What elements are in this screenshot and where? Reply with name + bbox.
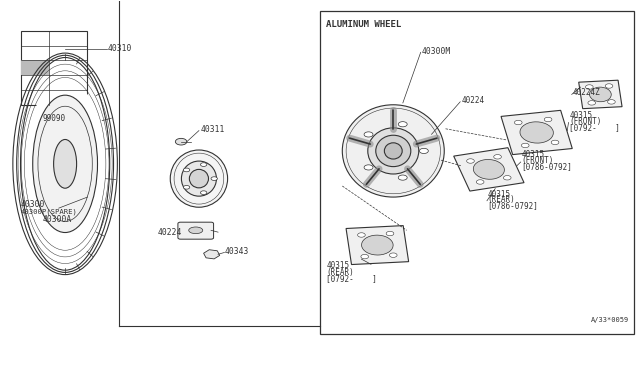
Circle shape xyxy=(386,231,394,236)
Circle shape xyxy=(175,138,187,145)
Ellipse shape xyxy=(362,235,393,255)
Circle shape xyxy=(398,175,407,180)
Text: 40343: 40343 xyxy=(225,247,249,256)
Circle shape xyxy=(605,84,613,88)
Polygon shape xyxy=(346,225,408,264)
Circle shape xyxy=(467,159,474,163)
Ellipse shape xyxy=(189,169,209,188)
Circle shape xyxy=(200,191,207,195)
Circle shape xyxy=(184,186,189,189)
Ellipse shape xyxy=(368,128,419,174)
Circle shape xyxy=(211,177,218,180)
Circle shape xyxy=(607,100,615,104)
Circle shape xyxy=(361,254,369,259)
Text: [0786-0792]: [0786-0792] xyxy=(522,162,572,171)
Text: 40310: 40310 xyxy=(108,44,132,53)
Text: (REAR): (REAR) xyxy=(326,268,354,277)
Circle shape xyxy=(551,140,559,145)
Ellipse shape xyxy=(474,160,504,179)
Ellipse shape xyxy=(342,105,444,197)
Bar xyxy=(320,11,634,334)
Text: [0792-    ]: [0792- ] xyxy=(326,275,377,283)
Circle shape xyxy=(493,155,501,159)
Text: 40300A: 40300A xyxy=(43,215,72,224)
Text: 40224: 40224 xyxy=(461,96,484,105)
Circle shape xyxy=(522,143,529,148)
Circle shape xyxy=(390,253,397,257)
Polygon shape xyxy=(579,80,622,109)
Ellipse shape xyxy=(54,140,77,188)
Circle shape xyxy=(586,85,593,89)
Circle shape xyxy=(364,132,373,137)
FancyBboxPatch shape xyxy=(178,222,214,239)
Text: 40224: 40224 xyxy=(157,228,182,237)
Circle shape xyxy=(588,101,596,105)
Circle shape xyxy=(184,168,189,172)
Text: [0786-0792]: [0786-0792] xyxy=(488,201,538,211)
Text: A/33*0059: A/33*0059 xyxy=(591,317,629,323)
Text: 40315: 40315 xyxy=(569,111,592,120)
Polygon shape xyxy=(454,148,524,191)
Bar xyxy=(20,61,49,75)
Circle shape xyxy=(504,176,511,180)
Circle shape xyxy=(358,233,365,237)
Ellipse shape xyxy=(170,150,228,207)
Text: (FRONT): (FRONT) xyxy=(522,156,554,165)
Polygon shape xyxy=(501,110,572,155)
Ellipse shape xyxy=(385,143,402,159)
Text: 40315: 40315 xyxy=(488,190,511,199)
Circle shape xyxy=(364,165,373,170)
Ellipse shape xyxy=(26,80,105,248)
Text: 40300M: 40300M xyxy=(422,47,451,56)
Text: (REAR): (REAR) xyxy=(488,195,515,205)
Text: 99090: 99090 xyxy=(42,114,65,123)
Bar xyxy=(20,31,88,105)
Circle shape xyxy=(419,148,428,154)
Text: [0792-    ]: [0792- ] xyxy=(569,123,620,132)
Text: ALUMINUM WHEEL: ALUMINUM WHEEL xyxy=(326,20,402,29)
Circle shape xyxy=(544,117,552,122)
Text: 40315: 40315 xyxy=(326,261,349,270)
Ellipse shape xyxy=(189,227,203,234)
Text: 40315: 40315 xyxy=(522,150,545,160)
Circle shape xyxy=(398,122,407,127)
Ellipse shape xyxy=(589,87,611,102)
Text: 40224Z: 40224Z xyxy=(572,89,600,97)
Circle shape xyxy=(515,120,522,125)
Circle shape xyxy=(200,163,207,166)
Ellipse shape xyxy=(33,95,97,232)
Text: 40300P(SPARE): 40300P(SPARE) xyxy=(20,209,77,215)
Text: 40311: 40311 xyxy=(200,125,225,134)
Text: (FRONT): (FRONT) xyxy=(569,117,602,126)
Ellipse shape xyxy=(376,135,411,167)
Ellipse shape xyxy=(181,161,216,196)
Ellipse shape xyxy=(520,122,554,143)
Circle shape xyxy=(476,180,484,184)
Text: 40300: 40300 xyxy=(20,200,45,209)
Bar xyxy=(51,106,57,109)
